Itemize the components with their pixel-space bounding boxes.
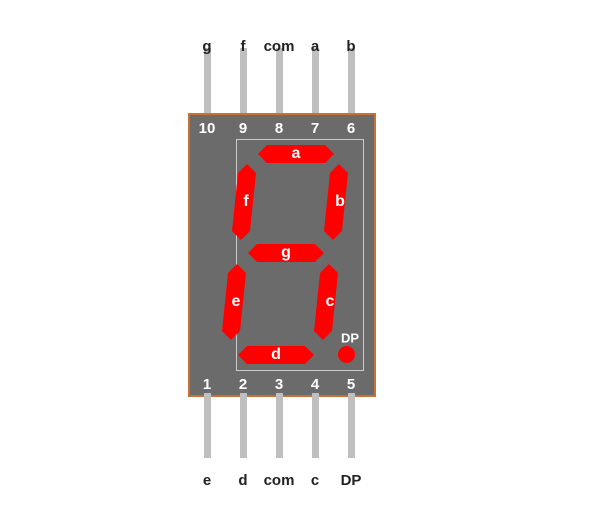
top-pin (240, 48, 247, 113)
pin-number: 9 (239, 120, 247, 137)
segment-c (320, 264, 344, 340)
pin-label: d (238, 472, 247, 489)
pin-label: b (346, 38, 355, 55)
pin-number: 4 (311, 376, 319, 393)
top-pin (204, 48, 211, 113)
pin-number: 8 (275, 120, 283, 137)
pin-number: 3 (275, 376, 283, 393)
bottom-pin (276, 393, 283, 458)
pin-label: DP (341, 472, 362, 489)
top-pin (312, 48, 319, 113)
pin-label: com (264, 472, 295, 489)
pin-label: g (202, 38, 211, 55)
pin-number: 5 (347, 376, 355, 393)
decimal-point (338, 346, 355, 363)
segment-d (238, 346, 314, 364)
pin-number: 10 (199, 120, 216, 137)
segment-a (258, 145, 334, 163)
segment-b (330, 164, 354, 240)
top-pin (276, 48, 283, 113)
top-pin (348, 48, 355, 113)
dp-label: DP (341, 331, 359, 346)
segment-g (248, 244, 324, 262)
pin-number: 6 (347, 120, 355, 137)
pin-number: 7 (311, 120, 319, 137)
pin-label: c (311, 472, 319, 489)
pin-label: f (241, 38, 246, 55)
pin-label: com (264, 38, 295, 55)
pin-number: 1 (203, 376, 211, 393)
bottom-pin (348, 393, 355, 458)
bottom-pin (204, 393, 211, 458)
pin-label: e (203, 472, 211, 489)
segment-f (238, 164, 262, 240)
pin-label: a (311, 38, 319, 55)
diagram-stage: g10f9com8a7b6e1d2com3c4DP5 abcdefg DP (0, 0, 600, 519)
bottom-pin (240, 393, 247, 458)
bottom-pin (312, 393, 319, 458)
segment-e (228, 264, 252, 340)
pin-number: 2 (239, 376, 247, 393)
